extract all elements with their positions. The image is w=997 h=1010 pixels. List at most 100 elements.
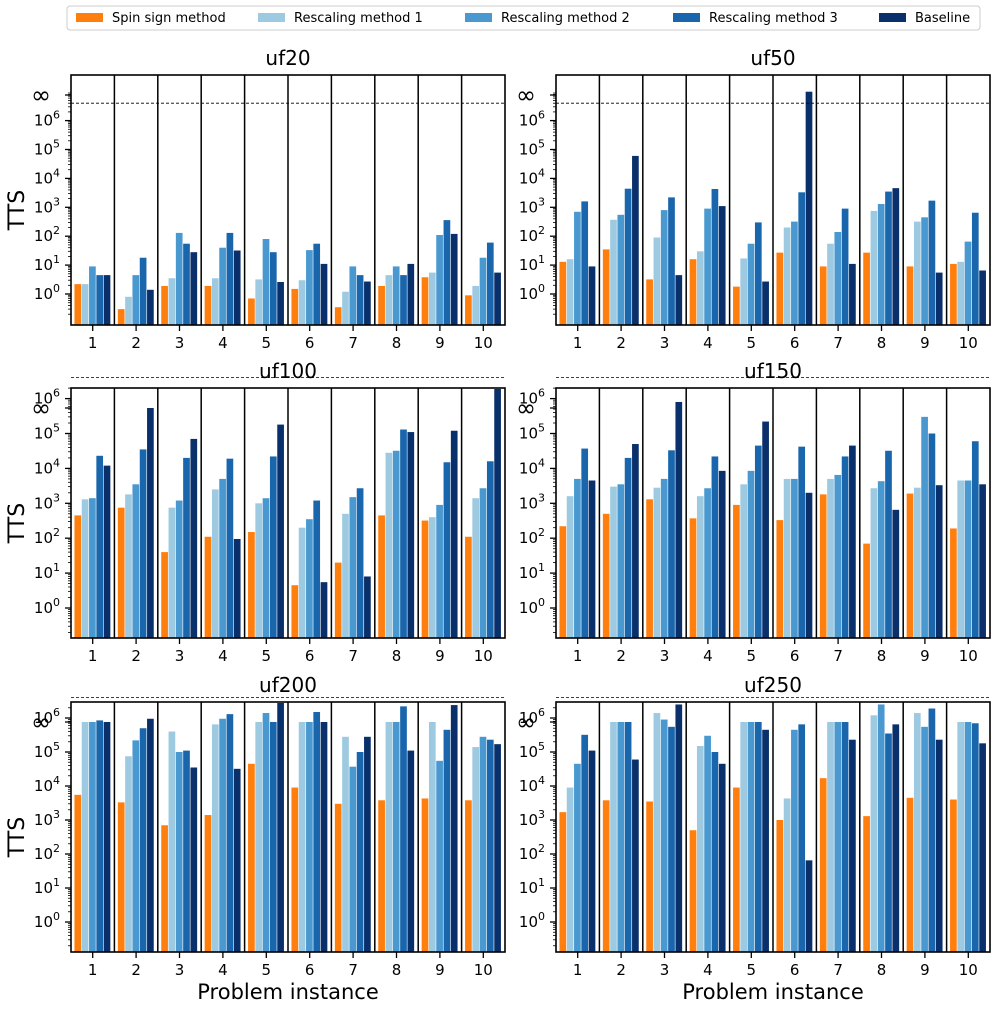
bar — [183, 750, 190, 952]
bar — [841, 456, 849, 638]
bar — [472, 285, 480, 325]
x-tick-label: 5 — [747, 961, 757, 979]
x-tick-label: 1 — [573, 961, 583, 979]
x-tick-label: 2 — [131, 647, 141, 665]
y-tick-label: 104 — [519, 774, 545, 795]
bar — [733, 787, 740, 952]
bar — [407, 750, 415, 952]
x-tick-label: 2 — [131, 961, 141, 979]
bar — [704, 208, 711, 325]
bar — [306, 722, 313, 952]
x-tick-label: 9 — [435, 961, 445, 979]
y-tick-label: 104 — [34, 774, 60, 795]
bar — [81, 499, 89, 638]
bar — [581, 201, 589, 325]
bar — [349, 497, 357, 638]
infinity-label: ∞ — [31, 81, 51, 109]
x-tick-label: 9 — [920, 961, 930, 979]
x-tick-label: 10 — [474, 334, 493, 352]
bar — [161, 552, 168, 638]
y-tick-label: 103 — [34, 808, 60, 829]
bar — [262, 239, 270, 325]
bar — [211, 278, 219, 325]
bar — [624, 722, 632, 952]
x-tick-label: 9 — [435, 334, 445, 352]
bar — [798, 446, 806, 638]
bar — [472, 747, 480, 952]
plot-frame — [555, 701, 991, 953]
bar — [870, 715, 878, 952]
x-tick-label: 1 — [88, 647, 98, 665]
bar — [175, 752, 183, 952]
y-tick-label: 103 — [519, 195, 545, 216]
bar — [849, 445, 856, 638]
bar — [928, 433, 936, 638]
y-tick-label: 100 — [34, 910, 60, 931]
bar — [754, 222, 762, 325]
legend-swatch — [465, 13, 492, 22]
bar — [465, 536, 472, 638]
bar — [602, 249, 610, 325]
panel-title: uf20 — [265, 46, 310, 70]
bar — [660, 478, 668, 638]
bar — [269, 252, 277, 325]
bar — [885, 733, 892, 952]
bar — [103, 275, 111, 325]
bar — [747, 722, 755, 952]
bar — [494, 744, 501, 952]
bar — [921, 726, 928, 952]
bar — [313, 500, 321, 638]
bar — [870, 488, 878, 638]
bar — [269, 722, 277, 952]
y-tick-label: 104 — [519, 456, 545, 477]
bar — [602, 800, 610, 952]
bar — [624, 457, 632, 638]
bar — [740, 484, 748, 638]
bar — [957, 261, 965, 325]
bar — [248, 298, 255, 325]
bar — [479, 736, 487, 952]
bar — [675, 401, 683, 638]
y-tick-label: 101 — [519, 253, 545, 274]
bar — [486, 461, 494, 638]
y-tick-label: 102 — [519, 842, 545, 863]
bar — [89, 266, 96, 325]
x-tick-label: 10 — [474, 647, 493, 665]
bar — [885, 191, 892, 325]
bar — [653, 487, 661, 638]
legend-swatch — [879, 13, 906, 22]
y-tick-label: 100 — [519, 282, 545, 303]
x-tick-label: 3 — [660, 961, 670, 979]
x-tick-label: 1 — [573, 334, 583, 352]
bar — [921, 416, 928, 638]
bar — [147, 408, 154, 638]
bar — [928, 708, 936, 952]
y-tick-label: 105 — [519, 740, 545, 761]
y-axis-label: TTS — [5, 190, 30, 231]
bar — [436, 235, 443, 325]
bar — [841, 208, 849, 325]
bar — [632, 155, 639, 325]
bar — [892, 188, 900, 325]
bar — [559, 261, 567, 325]
bar — [190, 438, 198, 638]
bar — [385, 452, 393, 638]
x-tick-label: 9 — [920, 334, 930, 352]
bar — [849, 739, 856, 952]
y-tick-label: 106 — [519, 706, 545, 727]
bar — [762, 729, 769, 952]
bar — [103, 722, 111, 952]
bar — [248, 763, 255, 952]
bar — [378, 285, 385, 325]
bar — [921, 217, 928, 325]
bar — [465, 295, 472, 325]
legend-swatch — [673, 13, 700, 22]
bar — [407, 263, 415, 325]
x-tick-label: 2 — [616, 961, 626, 979]
bar — [262, 498, 270, 638]
x-tick-label: 4 — [703, 961, 713, 979]
x-tick-label: 7 — [348, 647, 358, 665]
plot-frame — [70, 74, 506, 326]
bar — [668, 726, 675, 952]
bar — [190, 252, 198, 325]
